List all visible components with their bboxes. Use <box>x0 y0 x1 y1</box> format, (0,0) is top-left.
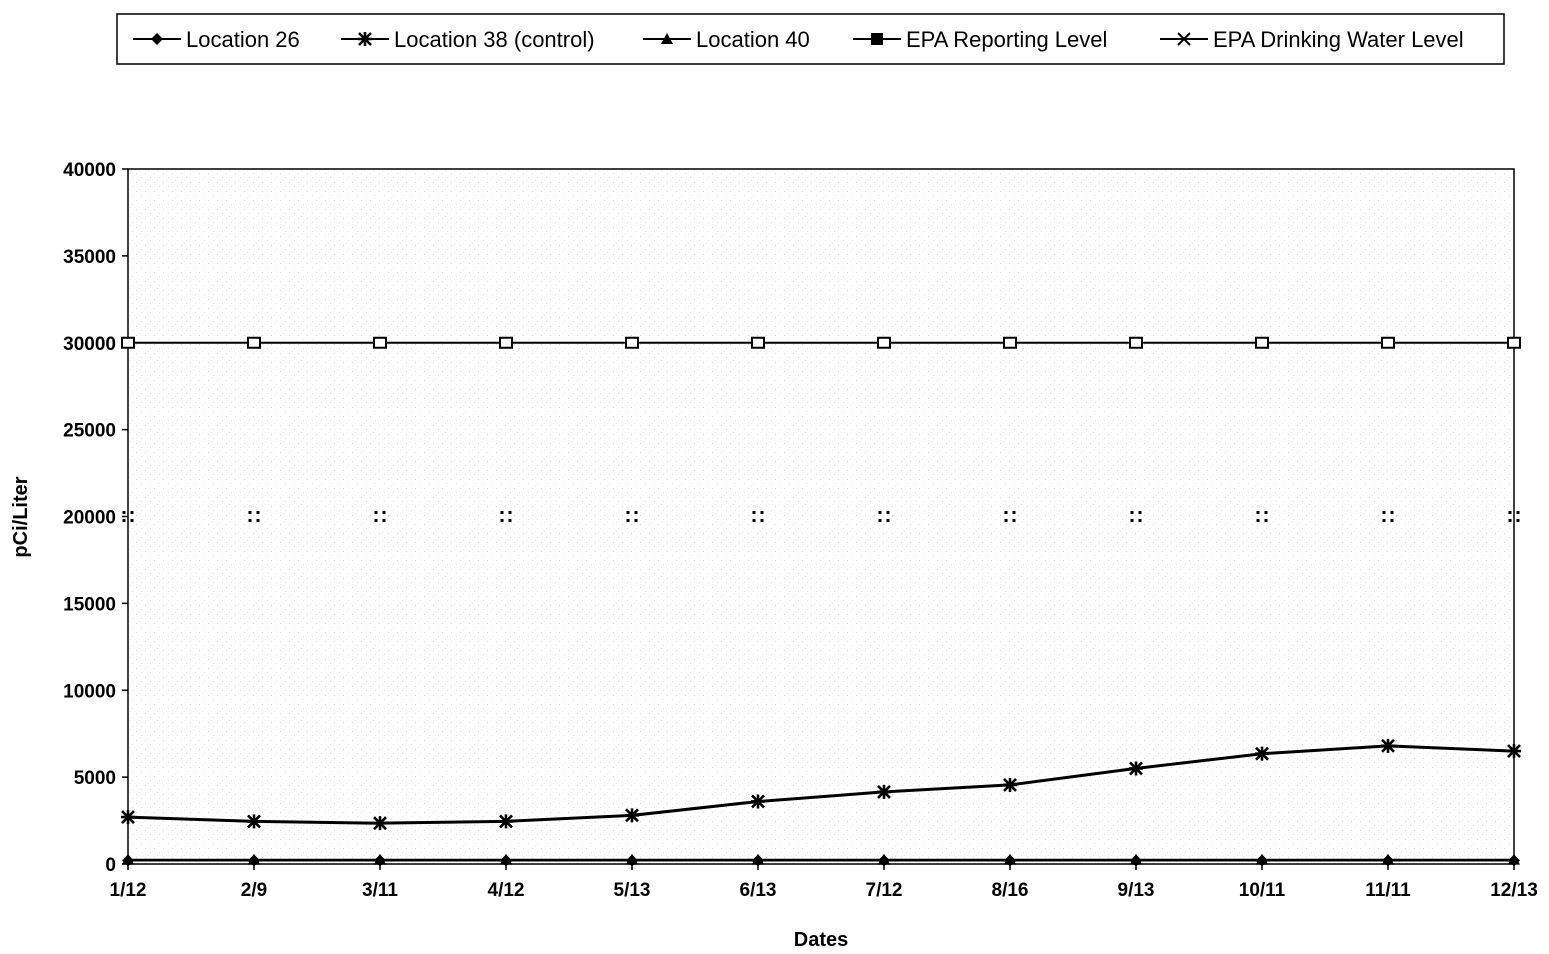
legend-label: Location 40 <box>696 27 810 52</box>
data-point <box>247 814 261 829</box>
data-point <box>374 511 386 522</box>
y-tick-label: 15000 <box>63 594 116 615</box>
data-point <box>877 336 891 349</box>
legend-label: Location 26 <box>186 27 300 52</box>
data-point <box>122 511 134 522</box>
data-point <box>751 336 765 349</box>
y-tick-label: 10000 <box>63 681 116 702</box>
data-point <box>1256 511 1268 522</box>
data-point <box>1004 853 1016 865</box>
legend-marker <box>358 32 372 46</box>
y-tick-label: 40000 <box>63 160 116 181</box>
legend-label: EPA Drinking Water Level <box>1213 27 1464 52</box>
legend-marker <box>661 33 673 44</box>
data-point <box>499 814 513 829</box>
x-tick-label: 8/16 <box>992 880 1029 901</box>
x-tick-label: 7/12 <box>866 880 903 901</box>
x-tick-label: 2/9 <box>241 880 267 901</box>
data-point <box>1382 511 1394 522</box>
y-tick-label: 0 <box>105 855 116 876</box>
data-point <box>626 853 638 865</box>
x-tick-label: 12/13 <box>1490 880 1538 901</box>
data-point <box>877 784 891 799</box>
data-point <box>121 336 135 349</box>
legend-marker <box>871 33 883 45</box>
x-tick-label: 5/13 <box>614 880 651 901</box>
plot-area <box>127 168 1515 865</box>
y-tick-label: 35000 <box>63 247 116 268</box>
legend-label: Location 38 (control) <box>394 27 595 52</box>
x-tick-label: 9/13 <box>1118 880 1155 901</box>
data-point <box>626 511 638 522</box>
x-tick-label: 11/11 <box>1365 880 1411 901</box>
x-axis: 1/12 2/9 3/11 4/12 5/13 6/13 7/12 8/16 9/13 10/11… <box>110 864 1538 901</box>
data-point <box>625 336 639 349</box>
data-point <box>1255 746 1269 761</box>
x-tick-label: 3/11 <box>362 880 398 901</box>
y-axis: 0 5000 10000 15000 20000 25000 30000 35000 40000 <box>63 160 128 876</box>
legend-label: EPA Reporting Level <box>906 27 1107 52</box>
x-tick-label: 6/13 <box>740 880 777 901</box>
series-location-40 <box>122 853 1520 865</box>
legend-item-location-38-control: Location 38 (control) <box>341 27 595 52</box>
x-tick-label: 1/12 <box>110 880 147 901</box>
legend-item-location-26: Location 26 <box>133 27 300 52</box>
data-point <box>499 336 513 349</box>
y-tick-label: 5000 <box>74 768 116 789</box>
data-point <box>878 511 890 522</box>
series-epa-reporting-level <box>121 336 1521 349</box>
data-point <box>1004 511 1016 522</box>
data-point <box>1256 853 1268 865</box>
data-point <box>122 853 134 865</box>
data-point <box>1003 777 1017 792</box>
data-point <box>1382 853 1394 865</box>
series-epa-drinking-water-level <box>122 511 1520 522</box>
data-point <box>1381 738 1395 753</box>
legend-marker <box>151 33 163 45</box>
series-layer <box>121 336 1521 867</box>
data-point <box>248 853 260 865</box>
x-tick-label: 10/11 <box>1239 880 1286 901</box>
series-location-38-control <box>121 738 1521 831</box>
y-tick-label: 25000 <box>63 421 116 442</box>
legend-item-epa-drinking-water-level: EPA Drinking Water Level <box>1160 27 1464 52</box>
legend-item-location-40: Location 40 <box>643 27 810 52</box>
legend-marker <box>1177 32 1191 46</box>
data-point <box>1381 336 1395 349</box>
data-point <box>1255 336 1269 349</box>
data-point <box>1129 761 1143 776</box>
data-point <box>248 511 260 522</box>
data-point <box>500 511 512 522</box>
data-point <box>625 808 639 823</box>
y-axis-title: pCi/Liter <box>10 476 32 557</box>
data-point <box>878 853 890 865</box>
data-point <box>373 336 387 349</box>
data-point <box>1129 336 1143 349</box>
data-point <box>1130 853 1142 865</box>
y-tick-label: 20000 <box>63 508 116 529</box>
y-tick-label: 30000 <box>63 334 116 355</box>
data-point <box>373 816 387 831</box>
data-point <box>1003 336 1017 349</box>
data-point <box>500 853 512 865</box>
legend: Location 26 Location 38 (control) Location… <box>116 13 1505 65</box>
data-point <box>247 336 261 349</box>
data-point <box>1130 511 1142 522</box>
data-point <box>1508 853 1520 865</box>
data-point <box>1508 511 1520 522</box>
data-point <box>1507 336 1521 349</box>
legend-item-epa-reporting-level: EPA Reporting Level <box>853 27 1107 52</box>
data-point <box>751 794 765 809</box>
data-point <box>121 810 135 825</box>
data-point <box>374 853 386 865</box>
series-line <box>127 744 1515 825</box>
data-point <box>752 511 764 522</box>
data-point <box>752 853 764 865</box>
data-point <box>1507 744 1521 759</box>
x-axis-title: Dates <box>794 929 848 951</box>
x-tick-label: 4/12 <box>488 880 525 901</box>
